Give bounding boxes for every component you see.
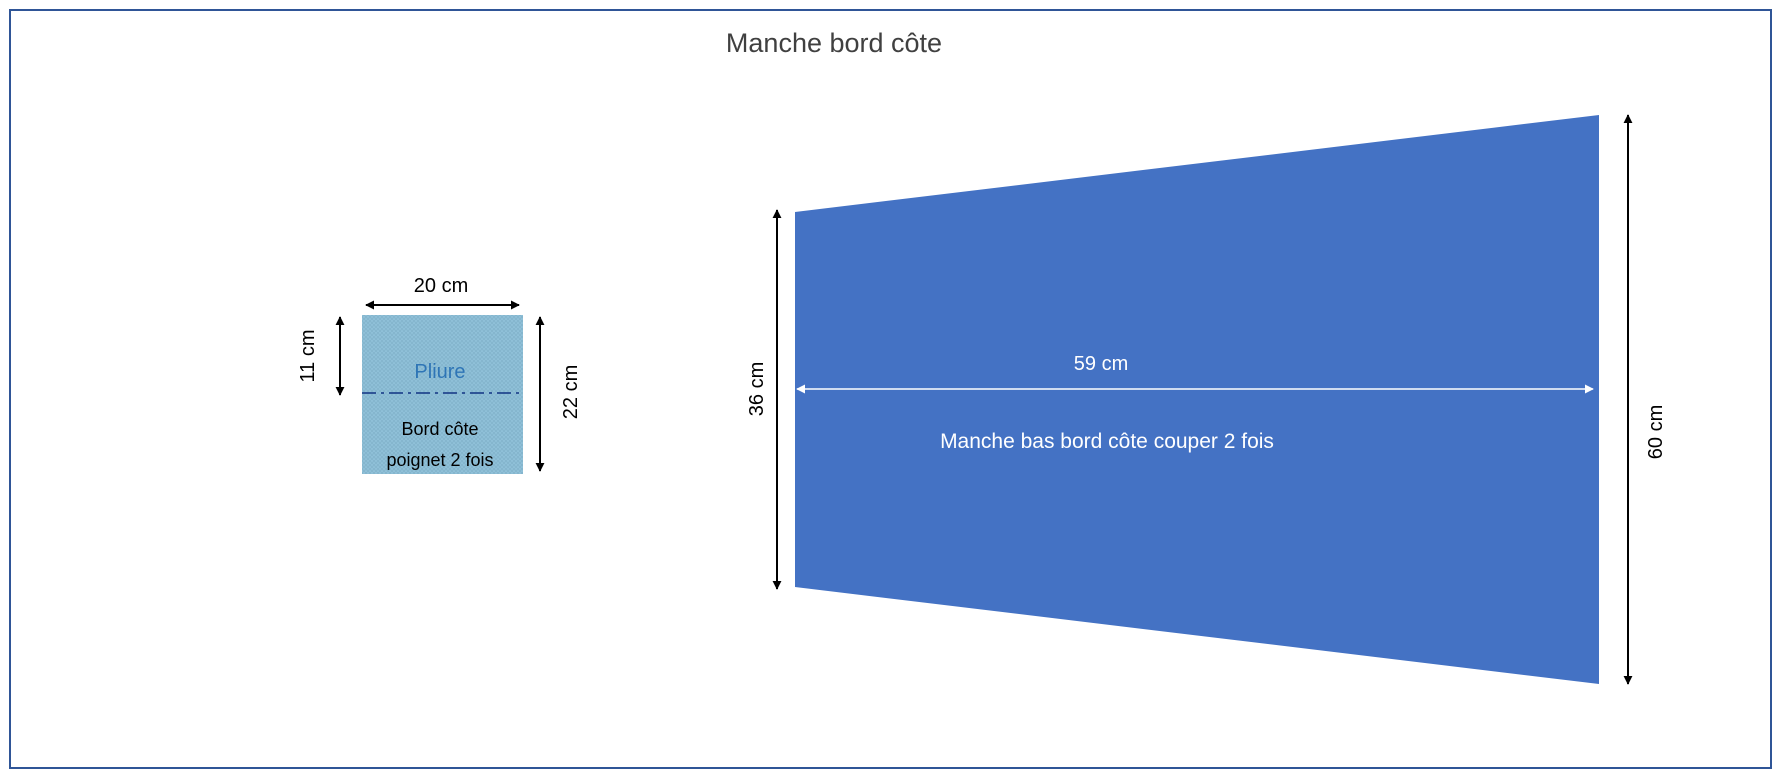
sleeve-length-label: 59 cm xyxy=(1074,353,1128,375)
page-title: Manche bord côte xyxy=(726,28,942,58)
sleeve-label: Manche bas bord côte couper 2 fois xyxy=(940,430,1274,453)
fold-label: Pliure xyxy=(414,361,465,383)
sleeve-piece: 59 cm Manche bas bord côte couper 2 fois… xyxy=(746,115,1667,684)
cuff-piece: Pliure Bord côte poignet 2 fois 20 cm 11… xyxy=(297,275,582,474)
sleeve-trapezoid xyxy=(795,115,1599,684)
cuff-label-line2: poignet 2 fois xyxy=(386,450,493,470)
cuff-width-label: 20 cm xyxy=(414,275,468,297)
sleeve-left-height-label: 36 cm xyxy=(746,362,768,416)
cuff-label-line1: Bord côte xyxy=(401,419,478,439)
cuff-height-label: 22 cm xyxy=(560,365,582,419)
cuff-half-height-label: 11 cm xyxy=(297,330,319,383)
sleeve-right-height-label: 60 cm xyxy=(1645,405,1667,459)
